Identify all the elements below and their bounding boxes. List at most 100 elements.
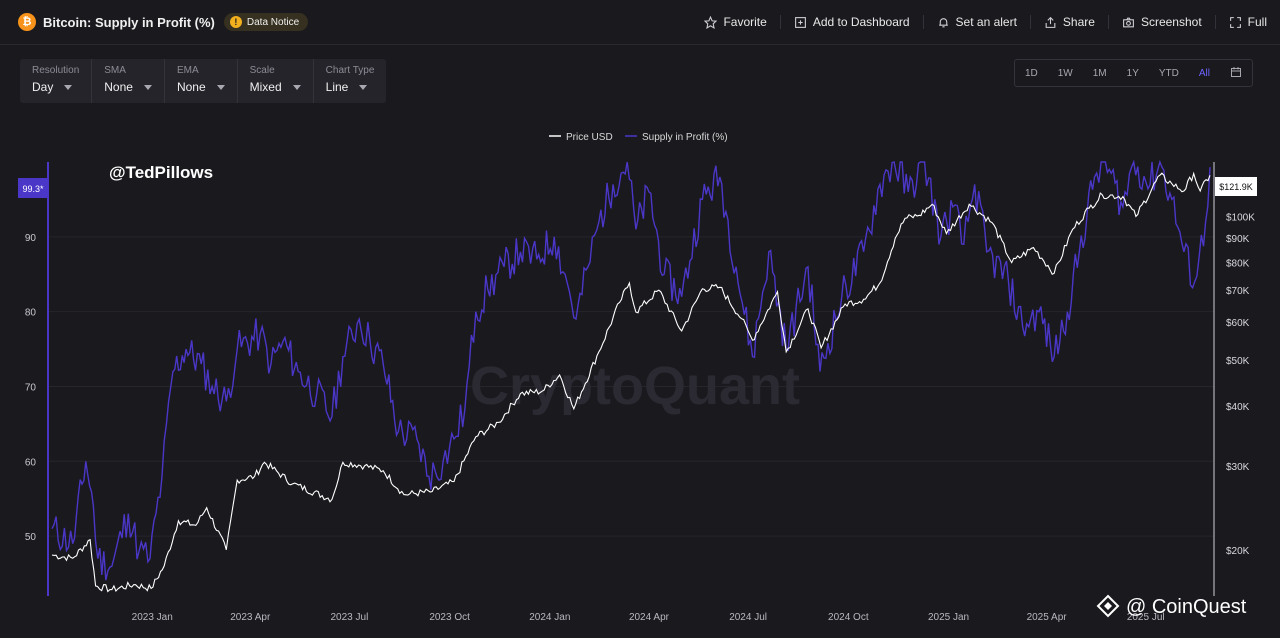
last-left-badge-bg xyxy=(18,178,48,198)
credit-text: @ CoinQuest xyxy=(1126,596,1247,618)
set-alert-label: Set an alert xyxy=(955,15,1017,29)
range-ytd[interactable]: YTD xyxy=(1158,67,1179,79)
author-tag: @TedPillows xyxy=(109,163,213,182)
share-icon xyxy=(1045,16,1056,28)
bell-icon xyxy=(938,17,948,27)
y-left-tick-label: 80 xyxy=(25,308,37,319)
chart-type-value: Line xyxy=(325,80,349,94)
range-selector: 1D 1W 1M 1Y YTD All xyxy=(1013,59,1253,87)
chevron-down-icon xyxy=(143,84,152,90)
bitcoin-icon: ₿ xyxy=(18,13,36,31)
chevron-down-icon xyxy=(64,84,73,90)
resolution-select[interactable]: Resolution Day xyxy=(20,59,91,103)
y-left-tick-label: 90 xyxy=(25,233,37,244)
range-1m[interactable]: 1M xyxy=(1092,67,1107,79)
brand: ₿ Bitcoin: Supply in Profit (%) ! Data N… xyxy=(18,13,309,31)
screenshot-button[interactable]: Screenshot xyxy=(1107,15,1215,29)
x-axis-ticks: 2023 Jan 2023 Apr 2023 Jul 2023 Oct 2024 Jan… xyxy=(132,612,1165,623)
last-right-badge-bg xyxy=(1215,177,1257,196)
resolution-label: Resolution xyxy=(32,65,80,76)
add-to-dashboard-label: Add to Dashboard xyxy=(812,15,910,29)
dashboard-icon xyxy=(794,16,806,28)
x-tick-label: 2024 Jan xyxy=(529,612,570,623)
favorite-label: Favorite xyxy=(723,15,767,29)
chart-controls: Resolution Day SMA None EMA None Scale M… xyxy=(20,59,387,103)
last-right-badge: $121.9K xyxy=(1215,177,1257,196)
grid xyxy=(48,236,1214,537)
x-tick-label: 2024 Jul xyxy=(729,612,767,623)
last-right-value: $121.9K xyxy=(1219,182,1253,192)
left-axis-ticks: 50 60 70 80 90 xyxy=(25,233,37,543)
star-icon xyxy=(704,15,718,29)
y-right-tick-label: $70K xyxy=(1226,286,1250,297)
legend: Price USD Supply in Profit (%) xyxy=(549,132,728,143)
legend-supply-label[interactable]: Supply in Profit (%) xyxy=(642,132,728,143)
x-tick-label: 2023 Jan xyxy=(132,612,173,623)
y-right-tick-label: $20K xyxy=(1226,546,1250,557)
sma-value: None xyxy=(104,80,133,94)
right-axis-ticks: $20K $30K $40K $50K $60K $70K $80K $90K $100K xyxy=(1226,212,1255,556)
fullscreen-icon xyxy=(1229,16,1241,28)
y-left-tick-label: 50 xyxy=(25,532,37,543)
favorite-button[interactable]: Favorite xyxy=(691,15,779,29)
header-actions: Favorite Add to Dashboard Set an alert S… xyxy=(691,0,1280,44)
share-button[interactable]: Share xyxy=(1029,15,1108,29)
chart-area: CryptoQuant Price USD Supply in Profit (… xyxy=(0,120,1280,633)
x-tick-label: 2023 Oct xyxy=(429,612,470,623)
sma-label: SMA xyxy=(104,65,126,76)
range-1d[interactable]: 1D xyxy=(1024,67,1038,79)
data-notice-badge[interactable]: ! Data Notice xyxy=(223,13,309,31)
ema-value: None xyxy=(176,80,206,94)
chart-type-label: Chart Type xyxy=(325,65,375,76)
ema-select[interactable]: EMA None xyxy=(163,59,237,103)
y-right-tick-label: $90K xyxy=(1226,234,1250,245)
chevron-down-icon xyxy=(292,84,301,90)
range-1w[interactable]: 1W xyxy=(1057,67,1073,79)
scale-label: Scale xyxy=(249,65,275,76)
screenshot-label: Screenshot xyxy=(1140,15,1202,29)
x-tick-label: 2025 Jul xyxy=(1127,612,1165,623)
x-tick-label: 2025 Jan xyxy=(928,612,969,623)
x-tick-label: 2025 Apr xyxy=(1027,612,1068,623)
legend-price-label[interactable]: Price USD xyxy=(566,132,613,143)
top-bar: ₿ Bitcoin: Supply in Profit (%) ! Data N… xyxy=(0,0,1280,45)
sma-select[interactable]: SMA None xyxy=(91,59,164,103)
data-notice-label: Data Notice xyxy=(246,16,300,28)
fullscreen-button[interactable]: Full xyxy=(1214,15,1280,29)
y-right-tick-label: $40K xyxy=(1226,402,1250,413)
x-tick-label: 2023 Jul xyxy=(330,612,368,623)
chart-svg: CryptoQuant Price USD Supply in Profit (… xyxy=(18,132,1257,623)
y-right-tick-label: $50K xyxy=(1226,356,1250,367)
y-right-tick-label: $60K xyxy=(1226,318,1250,329)
warning-icon: ! xyxy=(229,16,242,28)
x-tick-label: 2023 Apr xyxy=(230,612,271,623)
ema-label: EMA xyxy=(176,65,199,76)
chevron-down-icon xyxy=(216,84,225,90)
set-alert-button[interactable]: Set an alert xyxy=(922,15,1030,29)
y-right-tick-label: $100K xyxy=(1226,212,1255,223)
scale-select[interactable]: Scale Mixed xyxy=(236,59,313,103)
resolution-value: Day xyxy=(32,80,54,94)
calendar-icon[interactable] xyxy=(1220,66,1252,81)
y-right-tick-label: $30K xyxy=(1226,462,1250,473)
range-all[interactable]: All xyxy=(1198,67,1210,79)
scale-value: Mixed xyxy=(249,80,282,94)
camera-icon xyxy=(1123,17,1134,27)
chart-type-select[interactable]: Chart Type Line xyxy=(312,59,387,103)
watermark: CryptoQuant xyxy=(470,356,800,416)
x-tick-label: 2024 Apr xyxy=(629,612,670,623)
add-to-dashboard-button[interactable]: Add to Dashboard xyxy=(779,15,923,29)
last-left-badge: 99.3* xyxy=(18,178,48,198)
last-left-value: 99.3* xyxy=(22,184,44,194)
y-right-tick-label: $80K xyxy=(1226,259,1250,270)
page-title: Bitcoin: Supply in Profit (%) xyxy=(43,14,215,30)
share-label: Share xyxy=(1062,15,1095,29)
y-left-tick-label: 60 xyxy=(25,457,37,468)
supply-in-profit-line xyxy=(51,159,1211,581)
x-tick-label: 2024 Oct xyxy=(828,612,869,623)
chevron-down-icon xyxy=(359,84,368,90)
y-left-tick-label: 70 xyxy=(25,382,37,393)
price-usd-line xyxy=(51,171,1211,593)
range-1y[interactable]: 1Y xyxy=(1126,67,1139,79)
credit-logo: @ CoinQuest xyxy=(1096,594,1247,618)
